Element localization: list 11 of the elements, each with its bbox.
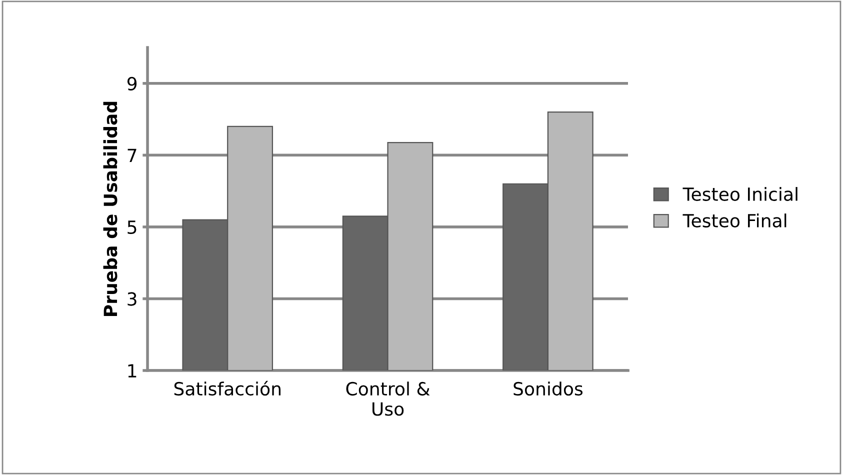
y-tick-label: 7: [128, 148, 136, 162]
x-tick-label: Control & Uso: [346, 382, 430, 416]
x-tick-label: Sonidos: [514, 382, 583, 396]
legend-label: Testeo Inicial: [682, 187, 798, 201]
y-tick-label: 1: [128, 364, 136, 378]
y-tick-label: 9: [127, 76, 137, 91]
x-tick-label: Satisfacción: [174, 380, 280, 396]
y-tick-label: 5: [128, 220, 136, 234]
y-axis-title: Prueba de Usabilidad: [103, 102, 118, 316]
legend-label: Testeo Final: [682, 214, 786, 228]
y-tick-label: 3: [128, 292, 136, 306]
